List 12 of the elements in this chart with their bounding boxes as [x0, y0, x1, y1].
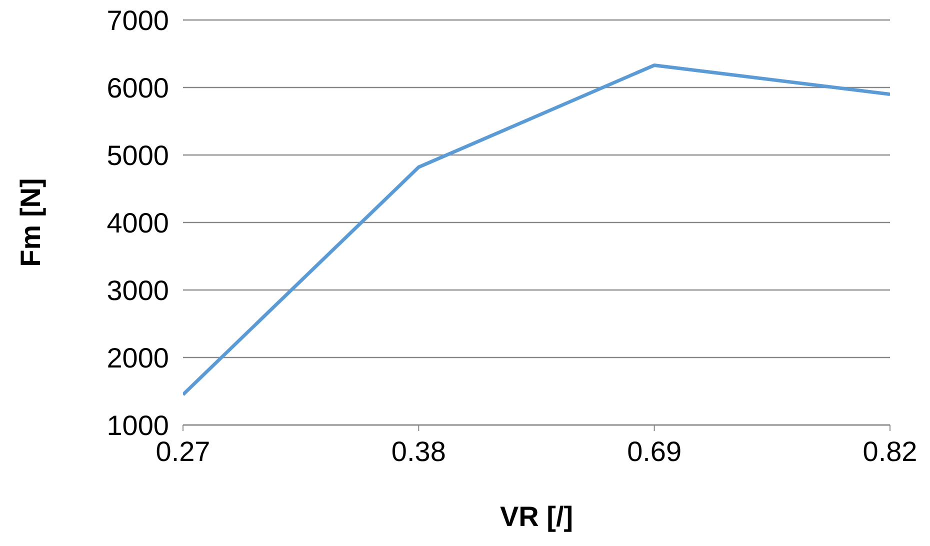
y-tick-label: 2000 [106, 342, 169, 374]
x-axis-title: VR [/] [500, 501, 574, 532]
line-series [183, 63, 890, 396]
y-tick-label: 4000 [106, 207, 169, 238]
y-axis-title: Fm [N] [14, 178, 46, 267]
x-tick-label: 0.82 [862, 436, 918, 467]
y-tick-label: 7000 [106, 4, 169, 36]
y-tick-label: 6000 [106, 72, 169, 104]
x-tick-label: 0.69 [627, 436, 682, 467]
x-tick-label: 0.38 [391, 436, 446, 467]
y-tick-label: 5000 [106, 140, 169, 171]
y-tick-label: 3000 [106, 274, 169, 306]
